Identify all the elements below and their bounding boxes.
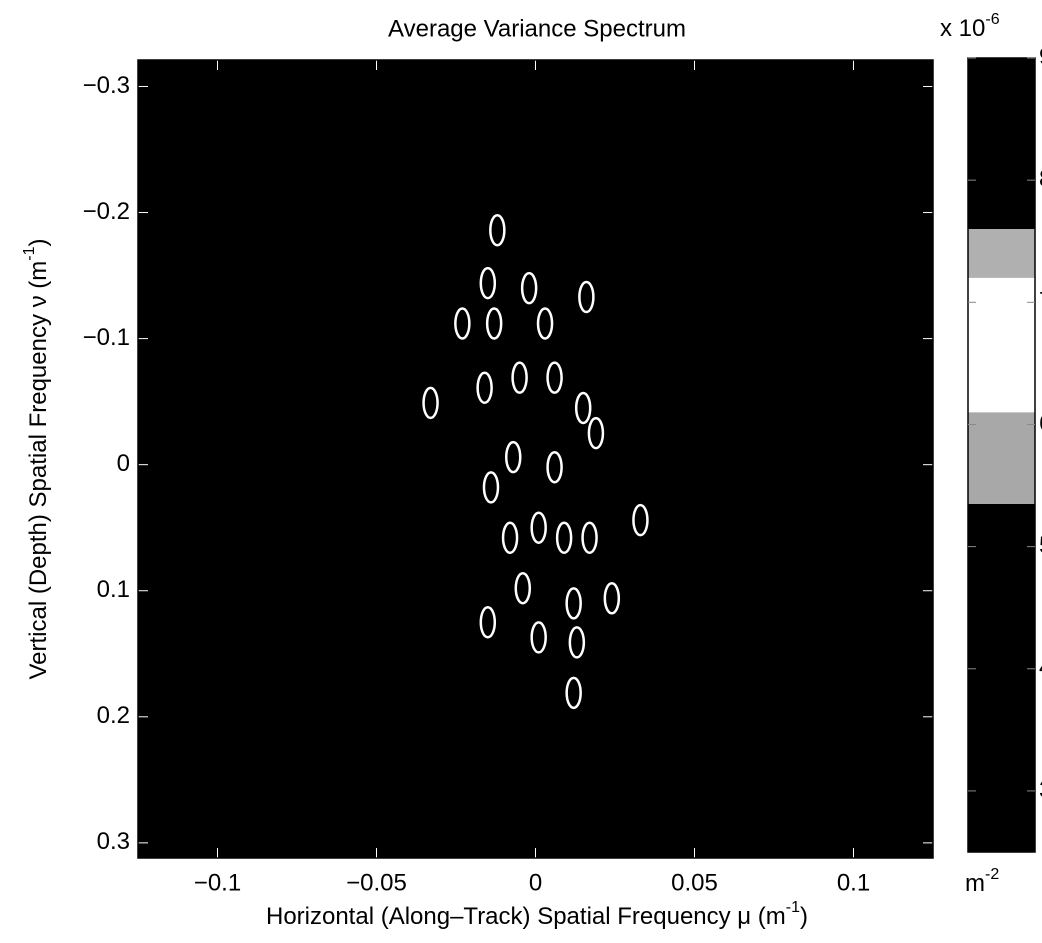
y-tick-label: 0.2 [97,702,130,729]
contour-blob [479,606,497,639]
colorbar-tick-label: 4 [1039,654,1042,681]
contour-blob [489,213,506,247]
contour-blob [422,386,439,420]
contour-blob [479,266,497,300]
contour-blob [511,361,528,394]
contour-blob [504,440,522,474]
x-tick-label: 0.05 [671,869,718,896]
contour-blob [530,511,547,544]
contour-blob [530,621,547,654]
contour-blob [581,521,598,555]
colorbar-frame [967,57,1036,853]
x-tick-label: −0.05 [346,869,407,896]
colorbar-tick-label: 3 [1039,776,1042,803]
contour-blob [568,626,586,659]
colorbar-band [968,277,1035,413]
contour-blob [546,450,563,484]
plot-background [138,60,933,858]
contour-blob [501,521,519,555]
colorbar-tick-label: 6 [1039,410,1042,437]
y-tick-label: −0.1 [83,324,130,351]
contour-blob [454,307,471,340]
contour-blob [578,280,595,314]
contour-blob [514,571,532,605]
colorbar-band [968,412,1035,504]
colorbar-tick-label: 8 [1039,165,1042,192]
contour-blob [520,271,538,305]
colorbar-band [968,58,1035,230]
x-tick-label: 0 [529,869,542,896]
contour-blob [565,587,582,620]
colorbar-multiplier: x 10-6 [940,11,1000,42]
plot-frame [137,59,934,859]
contour-blob [603,582,621,615]
y-tick-label: 0.1 [97,576,130,603]
y-axis-label: Vertical (Depth) Spatial Frequency ν (m-… [21,238,52,679]
colorbar-tick-label: 5 [1039,532,1042,559]
x-axis-label: Horizontal (Along–Track) Spatial Frequen… [266,899,808,930]
contour-blob [632,503,649,537]
contour-blob [536,307,554,340]
contour-blob [546,361,563,394]
contour-blob [482,471,500,504]
contour-blob [565,676,582,710]
contour-blob [587,416,605,450]
contour-blob [574,391,592,425]
contour-blob [485,307,503,340]
colorbar-band [968,229,1035,278]
colorbar-tick-label: 7 [1039,288,1042,315]
y-tick-label: 0.3 [97,828,130,855]
x-tick-label: −0.1 [194,869,241,896]
contour-blob [555,521,573,555]
y-tick-label: 0 [117,450,130,477]
y-tick-label: −0.3 [83,72,130,99]
contour-blob [476,371,493,405]
x-tick-label: 0.1 [837,869,870,896]
y-tick-label: −0.2 [83,198,130,225]
chart-title: Average Variance Spectrum [388,15,686,42]
colorbar-tick-label: 9 [1039,43,1042,70]
colorbar-band [968,503,1035,852]
colorbar-unit: m-2 [965,866,999,897]
